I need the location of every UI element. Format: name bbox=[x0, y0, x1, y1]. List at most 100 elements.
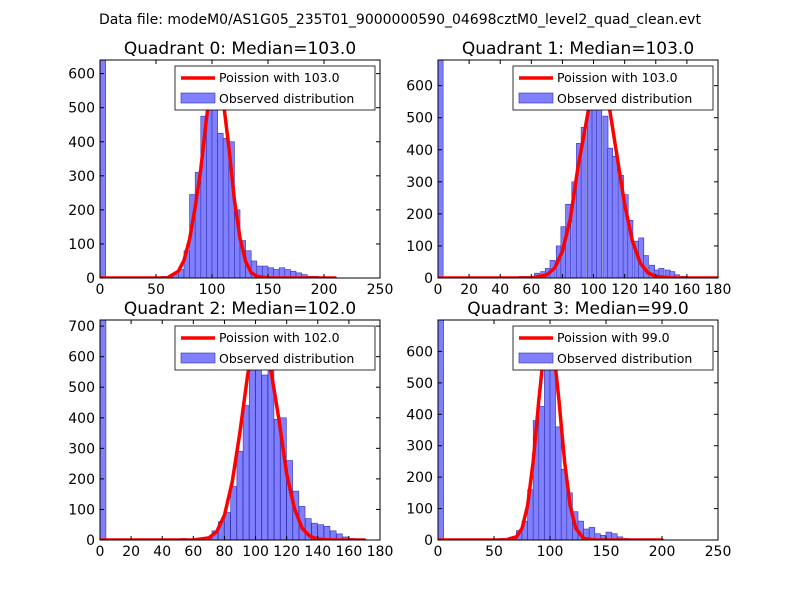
histogram-bar bbox=[591, 85, 598, 278]
y-tick-label: 500 bbox=[406, 111, 433, 127]
histogram-bar bbox=[242, 405, 250, 540]
y-tick-label: 200 bbox=[406, 207, 433, 223]
x-tick-label: 200 bbox=[649, 544, 676, 560]
plot-area bbox=[100, 320, 367, 540]
legend: Poission with 102.0 Observed distribution bbox=[174, 325, 376, 371]
y-tick-label: 200 bbox=[68, 472, 95, 488]
x-tick-label: 180 bbox=[367, 544, 394, 560]
histogram-bar bbox=[230, 486, 237, 540]
y-tick-label: 400 bbox=[406, 407, 433, 423]
histogram-bar bbox=[100, 320, 107, 540]
x-tick-label: 50 bbox=[147, 282, 165, 298]
legend-line-label: Poission with 102.0 bbox=[219, 330, 340, 345]
x-tick-label: 100 bbox=[537, 544, 564, 560]
plot-quadrant-3: 0 50 100 150 200 250 0 100 200 300 400 500 600 Quadra… bbox=[406, 299, 731, 560]
legend: Poission with 103.0 Observed distribution bbox=[174, 65, 376, 111]
plot-title: Quadrant 3: Median=99.0 bbox=[467, 299, 689, 319]
plot-quadrant-2: 0 20 40 60 80 100 120 140 160 1800100200300400500… bbox=[68, 299, 393, 560]
x-tick-label: 0 bbox=[434, 544, 443, 560]
legend-line-label: Poission with 103.0 bbox=[557, 70, 678, 85]
y-tick-label: 200 bbox=[406, 470, 433, 486]
histogram-bar bbox=[255, 350, 262, 540]
histogram-bar bbox=[100, 60, 106, 278]
y-tick-label: 0 bbox=[86, 271, 95, 287]
plot-frame bbox=[99, 59, 381, 279]
x-tick-label: 20 bbox=[460, 282, 478, 298]
y-tick-label: 600 bbox=[406, 344, 433, 360]
histogram-bar bbox=[323, 525, 331, 540]
legend-bar-label: Observed distribution bbox=[219, 91, 354, 106]
legend-bar-swatch bbox=[180, 352, 216, 364]
y-tick-label: 300 bbox=[406, 439, 433, 455]
y-tick-label: 500 bbox=[68, 101, 95, 117]
histogram-bar bbox=[587, 94, 593, 278]
histogram-bar bbox=[224, 512, 231, 540]
legend: Poission with 103.0 Observed distribution bbox=[512, 65, 714, 111]
x-tick-label: 40 bbox=[491, 282, 509, 298]
legend-line-label: Poission with 103.0 bbox=[219, 70, 340, 85]
histogram-bar bbox=[311, 522, 318, 540]
x-tick-label: 150 bbox=[593, 544, 620, 560]
y-tick-label: 0 bbox=[424, 271, 433, 287]
x-tick-label: 140 bbox=[304, 544, 331, 560]
x-tick-label: 100 bbox=[199, 282, 226, 298]
y-tick-label: 500 bbox=[68, 380, 95, 396]
legend-bar-label: Observed distribution bbox=[557, 351, 692, 366]
histogram-bar bbox=[236, 451, 244, 540]
histogram-bar bbox=[261, 374, 268, 540]
x-tick-label: 140 bbox=[642, 282, 669, 298]
y-tick-label: 400 bbox=[68, 135, 95, 151]
y-tick-label: 100 bbox=[406, 502, 433, 518]
plot-title: Quadrant 2: Median=102.0 bbox=[124, 299, 356, 319]
x-tick-label: 60 bbox=[184, 544, 202, 560]
y-tick-label: 100 bbox=[68, 237, 95, 253]
histogram-bar bbox=[273, 419, 281, 540]
histogram-bar bbox=[538, 406, 545, 540]
histogram-bar bbox=[602, 115, 609, 278]
y-tick-label: 300 bbox=[68, 169, 95, 185]
x-tick-label: 100 bbox=[580, 282, 607, 298]
y-tick-label: 300 bbox=[68, 441, 95, 457]
histogram-bar bbox=[438, 60, 444, 278]
x-tick-label: 0 bbox=[96, 282, 105, 298]
plot-area bbox=[100, 60, 337, 278]
plot-frame bbox=[437, 59, 719, 279]
plot-title: Quadrant 0: Median=103.0 bbox=[124, 39, 356, 59]
y-tick-label: 600 bbox=[68, 350, 95, 366]
x-tick-label: 60 bbox=[522, 282, 540, 298]
histogram-bar bbox=[596, 93, 603, 278]
histogram-bar bbox=[658, 268, 665, 278]
x-tick-label: 50 bbox=[485, 544, 503, 560]
x-tick-label: 150 bbox=[255, 282, 282, 298]
plot-frame bbox=[437, 319, 719, 541]
x-tick-label: 80 bbox=[554, 282, 572, 298]
x-tick-label: 120 bbox=[611, 282, 638, 298]
histogram-bar bbox=[611, 155, 618, 278]
x-tick-label: 20 bbox=[122, 544, 140, 560]
y-tick-label: 600 bbox=[406, 79, 433, 95]
legend-bar-swatch bbox=[518, 352, 554, 364]
y-tick-label: 200 bbox=[68, 203, 95, 219]
plot-quadrant-1: 0 20 40 60 80 100 120 140 160 1800100200300400500… bbox=[406, 39, 731, 298]
legend-line-label: Poission with 99.0 bbox=[557, 330, 670, 345]
figure-suptitle: Data file: modeM0/AS1G05_235T01_90000005… bbox=[99, 12, 701, 28]
legend-bar-label: Observed distribution bbox=[219, 351, 354, 366]
x-tick-label: 0 bbox=[96, 544, 105, 560]
x-tick-label: 40 bbox=[153, 544, 171, 560]
histogram-bar bbox=[544, 351, 551, 540]
legend: Poission with 99.0 Observed distribution bbox=[512, 325, 714, 371]
x-tick-label: 0 bbox=[434, 282, 443, 298]
legend-bar-swatch bbox=[518, 92, 554, 104]
x-tick-label: 160 bbox=[336, 544, 363, 560]
plot-frame bbox=[99, 319, 381, 541]
legend-bar-label: Observed distribution bbox=[557, 91, 692, 106]
y-tick-label: 0 bbox=[424, 533, 433, 549]
y-tick-label: 100 bbox=[68, 502, 95, 518]
x-tick-label: 100 bbox=[242, 544, 269, 560]
y-tick-label: 700 bbox=[68, 319, 95, 335]
y-tick-label: 0 bbox=[86, 533, 95, 549]
x-tick-label: 120 bbox=[273, 544, 300, 560]
y-tick-label: 400 bbox=[68, 411, 95, 427]
x-tick-label: 200 bbox=[311, 282, 338, 298]
